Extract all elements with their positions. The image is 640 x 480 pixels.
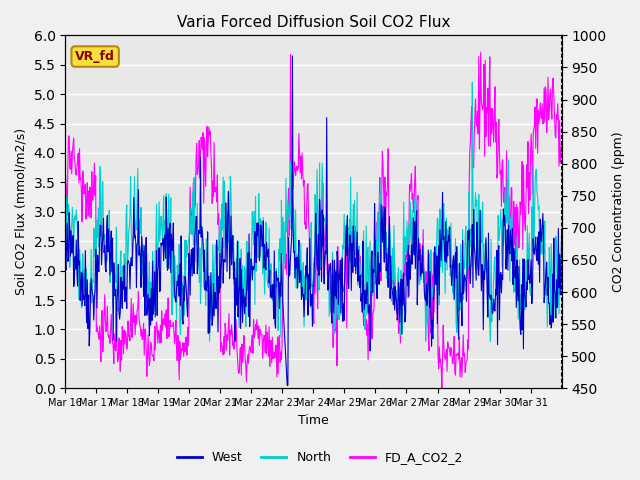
North [236,282,244,288]
West [289,53,296,59]
Line: FD_A_CO2_2: FD_A_CO2_2 [65,52,561,388]
X-axis label: Time: Time [298,414,329,427]
Legend: West, North, FD_A_CO2_2: West, North, FD_A_CO2_2 [172,446,468,469]
FD_A_CO2_2 [364,357,372,363]
North [120,287,127,292]
FD_A_CO2_2 [120,351,127,357]
West [394,317,401,323]
North [212,242,220,248]
FD_A_CO2_2 [557,143,565,149]
North [61,262,69,268]
FD_A_CO2_2 [211,189,219,195]
FD_A_CO2_2 [254,336,262,341]
West [365,302,373,308]
West [254,220,262,226]
Y-axis label: Soil CO2 Flux (mmol/m2/s): Soil CO2 Flux (mmol/m2/s) [15,128,28,295]
North [205,338,213,344]
North [255,191,262,197]
West [61,256,69,262]
West [120,286,127,292]
North [468,80,476,85]
FD_A_CO2_2 [392,298,400,304]
Text: VR_fd: VR_fd [76,50,115,63]
West [557,226,565,232]
North [365,301,372,307]
Line: West: West [65,56,561,385]
FD_A_CO2_2 [236,369,243,375]
FD_A_CO2_2 [438,385,445,391]
FD_A_CO2_2 [477,49,484,55]
FD_A_CO2_2 [61,166,69,171]
West [284,383,291,388]
West [211,289,219,295]
Y-axis label: CO2 Concentration (ppm): CO2 Concentration (ppm) [612,132,625,292]
West [236,284,243,289]
Line: North: North [65,83,561,341]
Title: Varia Forced Diffusion Soil CO2 Flux: Varia Forced Diffusion Soil CO2 Flux [177,15,450,30]
North [393,288,401,293]
North [557,288,565,294]
